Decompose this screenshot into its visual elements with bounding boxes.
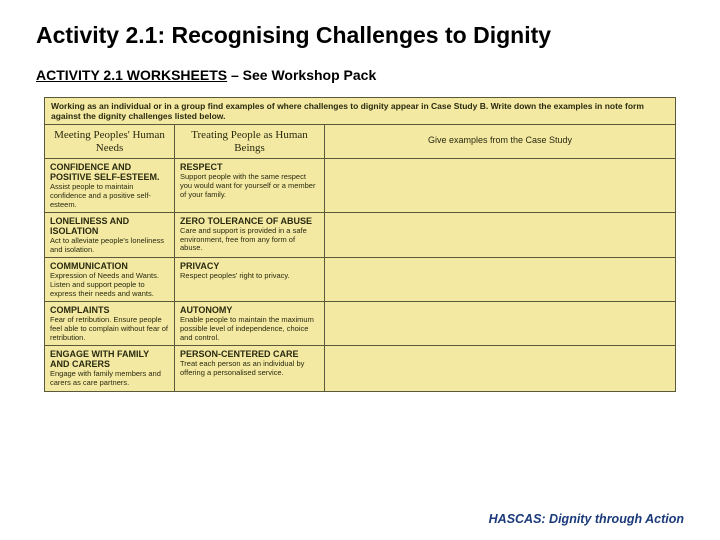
- worksheet-grid: Meeting Peoples' Human Needs Treating Pe…: [45, 125, 675, 391]
- mid-item-4-desc: Enable people to maintain the maximum po…: [180, 316, 319, 342]
- mid-item-2-desc: Care and support is provided in a safe e…: [180, 227, 319, 253]
- worksheet-frame: Working as an individual or in a group f…: [44, 97, 676, 392]
- mid-item-5-desc: Treat each person as an individual by of…: [180, 360, 319, 377]
- mid-item-5-title: PERSON-CENTERED CARE: [180, 349, 319, 359]
- header-col3: Give examples from the Case Study: [325, 125, 675, 159]
- mid-item-4-title: AUTONOMY: [180, 305, 319, 315]
- left-item-1-desc: Assist people to maintain confidence and…: [50, 183, 169, 209]
- left-item-1: CONFIDENCE AND POSITIVE SELF-ESTEEM. Ass…: [45, 159, 175, 213]
- left-item-4: COMPLAINTS Fear of retribution. Ensure p…: [45, 302, 175, 346]
- example-cell-1: [325, 159, 675, 213]
- left-item-3-desc: Expression of Needs and Wants. Listen an…: [50, 272, 169, 298]
- mid-item-2: ZERO TOLERANCE OF ABUSE Care and support…: [175, 213, 325, 258]
- mid-item-1-desc: Support people with the same respect you…: [180, 173, 319, 199]
- header-col1-label: Meeting Peoples' Human Needs: [49, 129, 170, 154]
- left-item-2: LONELINESS AND ISOLATION Act to alleviat…: [45, 213, 175, 258]
- header-col2-label: Treating People as Human Beings: [179, 129, 320, 154]
- instruction-text: Working as an individual or in a group f…: [45, 98, 675, 125]
- header-col1: Meeting Peoples' Human Needs: [45, 125, 175, 159]
- footer-text: HASCAS: Dignity through Action: [489, 512, 684, 526]
- mid-item-3: PRIVACY Respect peoples' right to privac…: [175, 258, 325, 302]
- left-item-4-desc: Fear of retribution. Ensure people feel …: [50, 316, 169, 342]
- page-title: Activity 2.1: Recognising Challenges to …: [36, 22, 684, 49]
- left-item-3-title: COMMUNICATION: [50, 261, 169, 271]
- mid-item-1: RESPECT Support people with the same res…: [175, 159, 325, 213]
- overlay-notch: [577, 476, 635, 500]
- subtitle-rest: – See Workshop Pack: [227, 67, 376, 83]
- left-item-2-desc: Act to alleviate people's loneliness and…: [50, 237, 169, 254]
- left-item-3: COMMUNICATION Expression of Needs and Wa…: [45, 258, 175, 302]
- subtitle-underline: ACTIVITY 2.1 WORKSHEETS: [36, 67, 227, 83]
- left-item-1-title: CONFIDENCE AND POSITIVE SELF-ESTEEM.: [50, 162, 169, 182]
- mid-item-3-title: PRIVACY: [180, 261, 319, 271]
- mid-item-1-title: RESPECT: [180, 162, 319, 172]
- example-cell-5: [325, 346, 675, 390]
- mid-item-4: AUTONOMY Enable people to maintain the m…: [175, 302, 325, 346]
- example-cell-3: [325, 258, 675, 302]
- example-cell-2: [325, 213, 675, 258]
- example-cell-4: [325, 302, 675, 346]
- mid-item-5: PERSON-CENTERED CARE Treat each person a…: [175, 346, 325, 390]
- left-item-5-title: ENGAGE WITH FAMILY AND CARERS: [50, 349, 169, 369]
- header-col2: Treating People as Human Beings: [175, 125, 325, 159]
- left-item-4-title: COMPLAINTS: [50, 305, 169, 315]
- left-item-5-desc: Engage with family members and carers as…: [50, 370, 169, 387]
- subtitle: ACTIVITY 2.1 WORKSHEETS – See Workshop P…: [36, 67, 684, 83]
- mid-item-2-title: ZERO TOLERANCE OF ABUSE: [180, 216, 319, 226]
- mid-item-3-desc: Respect peoples' right to privacy.: [180, 272, 319, 281]
- left-item-2-title: LONELINESS AND ISOLATION: [50, 216, 169, 236]
- left-item-5: ENGAGE WITH FAMILY AND CARERS Engage wit…: [45, 346, 175, 390]
